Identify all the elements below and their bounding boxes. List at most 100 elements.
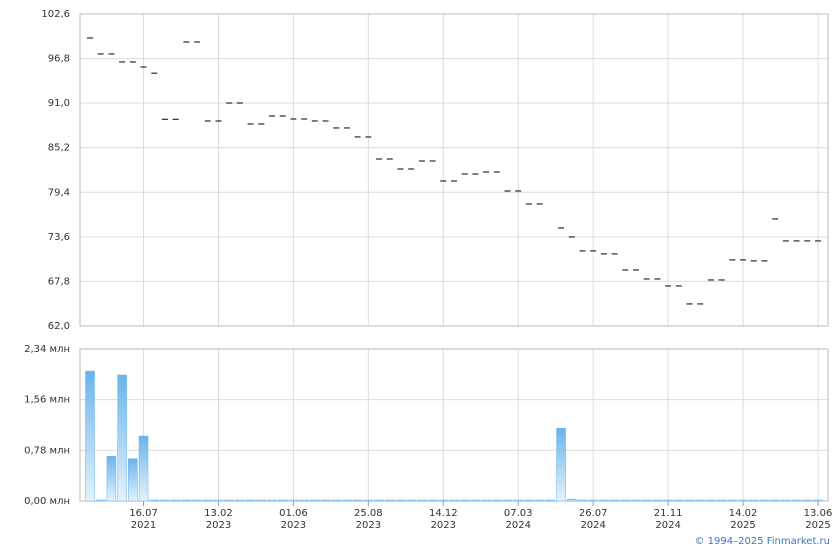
x-tick-label-line: 2023 xyxy=(206,520,231,531)
x-tick-label-line: 2023 xyxy=(356,520,381,531)
plot-frame xyxy=(79,348,829,502)
volume-bar xyxy=(813,499,823,502)
y-tick-label: 0,00 млн xyxy=(24,496,70,507)
volume-bar xyxy=(395,499,406,502)
x-tick-label-line: 16.07 xyxy=(129,508,158,519)
volume-bar xyxy=(106,455,117,502)
volume-bar xyxy=(160,499,170,502)
y-tick-label: 79,4 xyxy=(48,187,70,198)
volume-bar xyxy=(631,499,641,502)
volume-bar xyxy=(406,499,416,502)
volume-bar xyxy=(331,499,341,502)
volume-bar xyxy=(235,499,245,502)
volume-bar xyxy=(459,499,470,502)
volume-bar xyxy=(556,427,566,502)
x-tick-label: 16.07 2021 xyxy=(129,508,158,531)
x-tick-label: 26.07 2024 xyxy=(579,508,608,531)
volume-bar xyxy=(641,499,652,502)
volume-bar xyxy=(663,499,673,502)
volume-bar xyxy=(438,499,449,502)
volume-bar xyxy=(706,499,716,502)
volume-bar xyxy=(170,499,181,502)
y-tick-label: 96,8 xyxy=(48,54,70,65)
x-tick-label: 07.03 2024 xyxy=(504,508,533,531)
volume-bar xyxy=(427,499,438,502)
volume-bar xyxy=(802,499,813,502)
x-tick-label-line: 2023 xyxy=(281,520,306,531)
x-tick-label: 13.02 2023 xyxy=(204,508,233,531)
y-tick-label: 73,6 xyxy=(48,232,70,243)
x-tick-label-line: 26.07 xyxy=(579,508,608,519)
volume-bar xyxy=(277,499,288,502)
volume-bar xyxy=(738,499,748,502)
volume-bar xyxy=(620,499,631,502)
x-tick-label-line: 2024 xyxy=(580,520,605,531)
volume-bar xyxy=(245,499,256,502)
x-tick-label-line: 21.11 xyxy=(654,508,683,519)
x-tick-label: 01.06 2023 xyxy=(279,508,308,531)
volume-bar xyxy=(288,499,299,502)
volume-bar xyxy=(299,499,309,502)
volume-bar xyxy=(181,499,192,502)
volume-bar xyxy=(342,499,352,502)
volume-bar xyxy=(588,499,598,502)
volume-bar xyxy=(481,499,491,502)
volume-bar xyxy=(385,499,395,502)
y-tick-label: 62,0 xyxy=(48,321,70,332)
x-tick-label-line: 2023 xyxy=(431,520,456,531)
y-tick-label: 91,0 xyxy=(48,98,70,109)
y-tick-label: 67,8 xyxy=(48,276,70,287)
x-tick-label: 25.08 2023 xyxy=(354,508,383,531)
x-tick-label-line: 14.02 xyxy=(729,508,758,519)
volume-bar xyxy=(652,499,663,502)
volume-bar xyxy=(352,499,363,502)
x-tick-label: 13.06 2025 xyxy=(804,508,833,531)
x-tick-label: 21.11 2024 xyxy=(654,508,683,531)
volume-bar xyxy=(85,370,95,502)
volume-bar xyxy=(781,499,791,502)
x-tick-label-line: 07.03 xyxy=(504,508,533,519)
volume-bar xyxy=(599,499,609,502)
volume-bar xyxy=(567,498,577,502)
x-tick-label-line: 2025 xyxy=(730,520,755,531)
volume-bar xyxy=(320,499,331,502)
plot-frame xyxy=(79,13,829,327)
volume-bar xyxy=(267,499,277,502)
volume-bar xyxy=(224,499,234,502)
volume-bar xyxy=(149,499,159,502)
volume-bar xyxy=(684,499,695,502)
credit: © 1994–2025 Finmarket.ru xyxy=(694,536,830,547)
x-tick-label: 14.12 2023 xyxy=(429,508,458,531)
volume-bar xyxy=(363,499,374,502)
volume-bar xyxy=(727,499,738,502)
volume-bar xyxy=(213,499,224,502)
x-tick-label-line: 14.12 xyxy=(429,508,458,519)
volume-bar xyxy=(545,499,556,502)
x-tick-label-line: 2024 xyxy=(655,520,680,531)
volume-bar xyxy=(695,499,705,502)
x-tick-label-line: 13.02 xyxy=(204,508,233,519)
volume-bar xyxy=(138,435,149,502)
x-tick-label-line: 13.06 xyxy=(804,508,833,519)
volume-bar xyxy=(502,499,513,502)
x-tick-label-line: 2021 xyxy=(131,520,156,531)
volume-bar xyxy=(524,499,534,502)
volume-bar xyxy=(749,499,759,502)
y-tick-label: 102,6 xyxy=(41,9,70,20)
volume-bar xyxy=(791,499,802,502)
y-tick-label: 2,34 млн xyxy=(24,344,70,355)
volume-bar xyxy=(128,458,138,502)
volume-bar xyxy=(716,499,727,502)
volume-bar xyxy=(95,499,106,502)
y-tick-label: 1,56 млн xyxy=(24,395,70,406)
volume-bar xyxy=(759,499,770,502)
x-tick-label: 14.02 2025 xyxy=(729,508,758,531)
x-tick-label-line: 25.08 xyxy=(354,508,383,519)
volume-bar xyxy=(192,499,202,502)
x-tick-label-line: 2024 xyxy=(506,520,531,531)
y-tick-label: 0,78 млн xyxy=(24,445,70,456)
x-tick-label-line: 2025 xyxy=(805,520,830,531)
volume-bar xyxy=(674,499,684,502)
volume-bar xyxy=(770,499,780,502)
